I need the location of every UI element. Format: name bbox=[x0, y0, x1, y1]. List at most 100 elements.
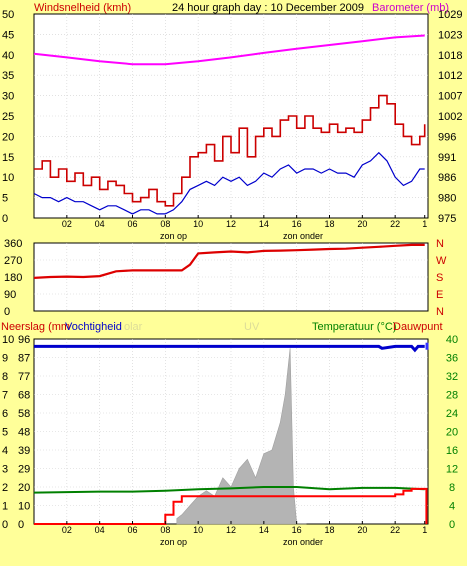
x-tick-label: 1 bbox=[422, 219, 427, 229]
x-tick-label: 06 bbox=[127, 219, 137, 229]
compass-label: E bbox=[436, 289, 443, 301]
wind-series bbox=[33, 34, 426, 215]
temperature-tick-label: 12 bbox=[446, 464, 458, 476]
humidity-axis-title: Vochtigheid bbox=[65, 321, 122, 333]
sunset-label-2: zon onder bbox=[283, 537, 323, 547]
wind-x-axis: 02 04 06 08 10 12 14 16 18 20 22 1 bbox=[62, 215, 427, 229]
barometer-tick-label: 1023 bbox=[438, 29, 462, 41]
wind-tick-label: 15 bbox=[2, 152, 14, 164]
graph-title: 24 hour graph day : 10 December 2009 bbox=[172, 2, 364, 14]
barometer-line bbox=[33, 34, 425, 66]
temperature-tick-label: 24 bbox=[446, 408, 458, 420]
humidity-tick-label: 87 bbox=[18, 353, 30, 365]
wind-tick-label: 5 bbox=[2, 193, 8, 205]
precip-series bbox=[33, 342, 429, 525]
wind-tick-label: 0 bbox=[2, 213, 8, 225]
precip-tick-label: 5 bbox=[2, 427, 8, 439]
precip-tick-label: 1 bbox=[2, 501, 8, 513]
humidity-tick-label: 58 bbox=[18, 408, 30, 420]
x-tick-label: 14 bbox=[259, 219, 269, 229]
precip-tick-label: 7 bbox=[2, 390, 8, 402]
temperature-tick-label: 20 bbox=[446, 427, 458, 439]
precip-tick-label: 6 bbox=[2, 408, 8, 420]
wind-y-axis: 0 5 10 15 20 25 30 35 40 45 50 bbox=[2, 9, 14, 225]
x-tick-label: 22 bbox=[390, 219, 400, 229]
humidity-y-axis: 0 10 20 29 39 48 58 68 77 87 96 bbox=[18, 334, 30, 531]
compass-label: N bbox=[436, 238, 444, 250]
direction-tick-label: 270 bbox=[4, 255, 22, 267]
solar-label: olar bbox=[124, 321, 143, 333]
temperature-tick-label: 0 bbox=[449, 519, 455, 531]
x-tick-label: 12 bbox=[226, 219, 236, 229]
humidity-marker bbox=[425, 342, 429, 350]
temperature-tick-label: 32 bbox=[446, 371, 458, 383]
wind-tick-label: 20 bbox=[2, 131, 14, 143]
x-tick-label: 08 bbox=[160, 219, 170, 229]
humidity-tick-label: 96 bbox=[18, 334, 30, 346]
x-tick-label: 04 bbox=[95, 219, 105, 229]
humidity-line bbox=[34, 344, 425, 353]
precip-tick-label: 0 bbox=[2, 519, 8, 531]
precip-tick-label: 3 bbox=[2, 464, 8, 476]
humidity-tick-label: 48 bbox=[18, 427, 30, 439]
barometer-tick-label: 1002 bbox=[438, 111, 462, 123]
x-tick-label: 22 bbox=[390, 525, 400, 535]
x-tick-label: 06 bbox=[127, 525, 137, 535]
direction-tick-label: 0 bbox=[4, 306, 10, 318]
temperature-line bbox=[33, 486, 425, 494]
sunrise-label-1: zon op bbox=[160, 231, 187, 241]
sunset-label-1: zon onder bbox=[283, 231, 323, 241]
x-tick-label: 02 bbox=[62, 525, 72, 535]
barometer-tick-label: 980 bbox=[438, 193, 456, 205]
precip-x-axis: 02 04 06 08 10 12 14 16 18 20 22 1 bbox=[62, 521, 427, 535]
barometer-tick-label: 1029 bbox=[438, 9, 462, 21]
x-tick-label: 18 bbox=[324, 219, 334, 229]
precip-grid bbox=[34, 339, 428, 524]
precip-tick-label: 8 bbox=[2, 371, 8, 383]
temperature-tick-label: 28 bbox=[446, 390, 458, 402]
barometer-y-axis: 975 980 986 991 996 1002 1007 1012 1018 1023 1029 bbox=[438, 9, 462, 225]
x-tick-label: 20 bbox=[357, 219, 367, 229]
humidity-tick-label: 20 bbox=[18, 482, 30, 494]
barometer-tick-label: 975 bbox=[438, 213, 456, 225]
direction-series bbox=[33, 243, 425, 279]
barometer-tick-label: 991 bbox=[438, 152, 456, 164]
dewpoint-axis-title: Dauwpunt bbox=[393, 321, 443, 333]
precip-tick-label: 9 bbox=[2, 353, 8, 365]
temperature-axis-title: Temperatuur (°C) bbox=[312, 321, 396, 333]
uv-label: UV bbox=[244, 321, 260, 333]
temperature-tick-label: 4 bbox=[449, 501, 455, 513]
direction-y-axis: 0 90 180 270 360 bbox=[4, 238, 22, 318]
barometer-tick-label: 1012 bbox=[438, 70, 462, 82]
wind-tick-label: 50 bbox=[2, 9, 14, 21]
temperature-tick-label: 16 bbox=[446, 445, 458, 457]
x-tick-label: 16 bbox=[292, 525, 302, 535]
temperature-tick-label: 8 bbox=[449, 482, 455, 494]
wind-tick-label: 30 bbox=[2, 91, 14, 103]
precip-tick-label: 4 bbox=[2, 445, 8, 457]
wind-direction-line bbox=[33, 243, 425, 279]
barometer-tick-label: 986 bbox=[438, 172, 456, 184]
x-tick-label: 20 bbox=[357, 525, 367, 535]
x-tick-label: 14 bbox=[259, 525, 269, 535]
precipitation-line bbox=[34, 487, 428, 525]
x-tick-label: 02 bbox=[62, 219, 72, 229]
x-tick-label: 04 bbox=[95, 525, 105, 535]
barometer-tick-label: 996 bbox=[438, 131, 456, 143]
precip-tick-label: 2 bbox=[2, 482, 8, 494]
humidity-tick-label: 29 bbox=[18, 464, 30, 476]
humidity-tick-label: 77 bbox=[18, 371, 30, 383]
x-tick-label: 1 bbox=[422, 525, 427, 535]
x-tick-label: 18 bbox=[324, 525, 334, 535]
humidity-tick-label: 39 bbox=[18, 445, 30, 457]
temperature-tick-label: 40 bbox=[446, 334, 458, 346]
compass-label: W bbox=[436, 255, 447, 267]
precip-y-axis: 0 1 2 3 4 5 6 7 8 9 10 bbox=[2, 334, 14, 531]
precip-axis-title: Neerslag (mm bbox=[1, 321, 70, 333]
x-tick-label: 10 bbox=[193, 219, 203, 229]
wind-axis-title: Windsnelheid (kmh) bbox=[34, 2, 131, 14]
wind-tick-label: 40 bbox=[2, 50, 14, 62]
x-tick-label: 10 bbox=[193, 525, 203, 535]
